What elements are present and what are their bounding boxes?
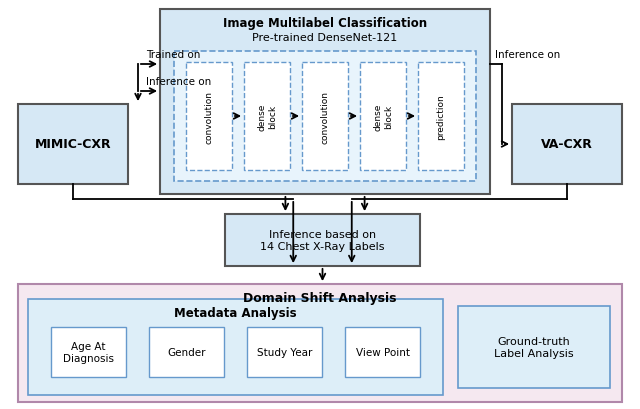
Text: Image Multilabel Classification: Image Multilabel Classification [223,18,427,30]
Bar [418,63,464,171]
Bar [18,105,128,184]
Text: View Point: View Point [355,347,410,357]
Bar [149,327,224,377]
Text: Pre-trained DenseNet-121: Pre-trained DenseNet-121 [252,33,397,43]
Text: Inference on: Inference on [146,77,211,87]
Bar [18,284,622,402]
Text: prediction: prediction [436,94,445,139]
Bar [51,327,126,377]
Bar [345,327,420,377]
Text: dense
block: dense block [373,103,393,130]
Text: Inference on: Inference on [495,50,560,60]
Text: dense
block: dense block [257,103,276,130]
Bar [360,63,406,171]
Text: convolution: convolution [321,90,330,143]
Bar [186,63,232,171]
Bar [512,105,622,184]
Bar [302,63,348,171]
Text: Trained on: Trained on [146,50,200,60]
Text: Study Year: Study Year [257,347,312,357]
Text: convolution: convolution [205,90,214,143]
Text: MIMIC-CXR: MIMIC-CXR [35,138,111,151]
Bar [244,63,290,171]
Text: Domain Shift Analysis: Domain Shift Analysis [243,292,397,305]
Text: Gender: Gender [167,347,205,357]
Bar [225,214,420,266]
Bar [247,327,322,377]
Bar [160,10,490,195]
Text: Age At
Diagnosis: Age At Diagnosis [63,342,114,363]
Text: VA-CXR: VA-CXR [541,138,593,151]
Text: Metadata Analysis: Metadata Analysis [174,307,297,320]
Text: Ground-truth
Label Analysis: Ground-truth Label Analysis [494,336,574,358]
Bar [458,306,610,388]
Bar [174,52,476,182]
Bar [28,299,443,395]
Text: Inference based on
14 Chest X-Ray Labels: Inference based on 14 Chest X-Ray Labels [260,229,385,251]
